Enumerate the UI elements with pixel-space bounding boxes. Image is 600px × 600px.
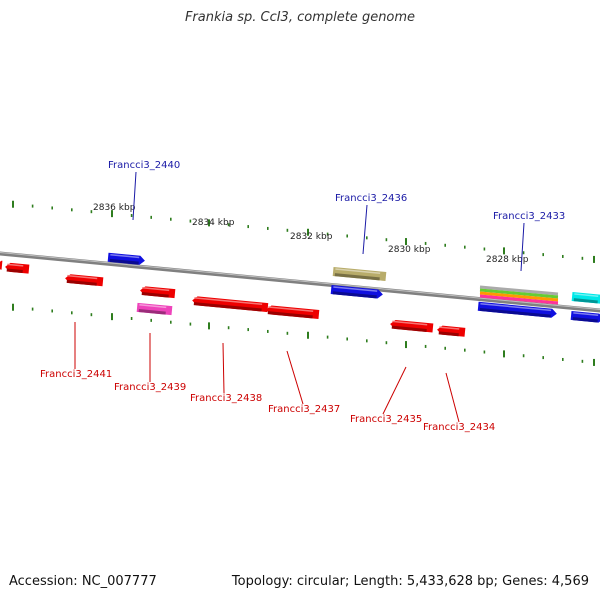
gene-callout-line: [132, 171, 137, 221]
gene-Francci3_2438-highlight: [194, 297, 263, 306]
gene-label: Francci3_2436: [335, 193, 407, 204]
gene-label: Francci3_2438: [190, 393, 262, 404]
misc-feature: [136, 302, 173, 316]
gene-Francci3_2435: [390, 319, 434, 333]
gene-label: Francci3_2440: [108, 160, 180, 171]
gene-Francci3_2437-shadow: [267, 311, 313, 319]
scale-label: 2834 kbp: [192, 218, 235, 228]
gene-Francci3_2433: [477, 301, 557, 318]
gene-Francci3_2438-shadow: [193, 302, 262, 312]
rna-feature-highlight: [335, 268, 381, 274]
gene-Francci3_2441-highlight: [67, 274, 98, 280]
gene-label: Francci3_2433: [493, 211, 565, 222]
gene-Francci3_2440-highlight: [110, 253, 140, 259]
accession-text: Accession: NC_007777: [9, 574, 157, 589]
gene-callout-line: [222, 342, 225, 394]
gene-Francci3_2434-highlight: [439, 326, 460, 330]
gene-Francci3_2434: [437, 325, 466, 337]
misc-feature-shadow: [138, 309, 166, 315]
rna-feature-shadow: [334, 273, 380, 281]
map-title: Frankia sp. CcI3, complete genome: [184, 10, 416, 25]
feature-stack-line: [479, 285, 559, 296]
scale-label: 2828 kbp: [486, 255, 529, 265]
gene-feature: [5, 262, 30, 274]
gene-Francci3_2433-shadow: [479, 307, 551, 318]
scale-label: 2836 kbp: [93, 203, 136, 213]
gene-Francci3_2439-highlight: [142, 287, 170, 292]
gene-Francci3_2438: [192, 296, 269, 313]
gene-Francci3_2437-highlight: [268, 306, 314, 312]
scale-label: 2832 kbp: [290, 232, 333, 242]
gene-Francci3_2435-shadow: [391, 325, 427, 332]
gene-Francci3_2441: [65, 274, 104, 287]
feature-stack-line: [479, 291, 559, 302]
gene-Francci3_2439-shadow: [141, 292, 169, 298]
genome-backbone: [0, 251, 600, 313]
misc-feature-shadow: [573, 298, 598, 304]
genome-backbone-highlight: [0, 251, 600, 311]
gene-label: Francci3_2439: [114, 382, 186, 393]
genome-summary-text: Topology: circular; Length: 5,433,628 bp…: [231, 574, 589, 589]
gene-label: Francci3_2441: [40, 369, 112, 380]
gene-label: Francci3_2435: [350, 414, 422, 425]
gene-callout-line: [520, 222, 525, 272]
gene-Francci3_2436: [330, 285, 383, 299]
rna-feature: [332, 267, 387, 281]
gene-Francci3_2440: [107, 252, 145, 265]
scale-label: 2830 kbp: [388, 245, 431, 255]
gene-feature-body: [0, 260, 3, 270]
gene-Francci3_2436-highlight: [333, 286, 378, 292]
gene-Francci3_2437: [266, 305, 320, 319]
gene-callout-line: [362, 204, 368, 255]
misc-feature-highlight: [574, 293, 599, 297]
feature-stack-line: [479, 288, 559, 299]
gene-Francci3_2435-highlight: [392, 320, 428, 326]
gene-Francci3_2433-highlight: [480, 302, 552, 312]
gene-callout-line: [445, 372, 460, 423]
gene-feature-shadow: [6, 268, 23, 274]
gene-feature: [0, 260, 3, 270]
misc-feature: [571, 292, 600, 304]
gene-feature-shadow: [572, 317, 598, 323]
gene-label: Francci3_2437: [268, 404, 340, 415]
gene-feature-highlight: [573, 312, 599, 317]
gene-Francci3_2441-shadow: [66, 279, 97, 286]
gene-Francci3_2436-shadow: [332, 291, 377, 299]
misc-feature-highlight: [139, 304, 167, 309]
gene-callout-line: [286, 350, 304, 405]
gene-Francci3_2439: [140, 286, 176, 299]
gene-callout-line: [382, 366, 407, 415]
gene-Francci3_2434-shadow: [438, 331, 459, 337]
gene-Francci3_2440-shadow: [109, 258, 139, 265]
gene-label: Francci3_2434: [423, 422, 495, 433]
feature-stack-line: [479, 294, 559, 305]
gene-feature: [570, 310, 600, 323]
gene-feature-highlight: [7, 263, 24, 267]
